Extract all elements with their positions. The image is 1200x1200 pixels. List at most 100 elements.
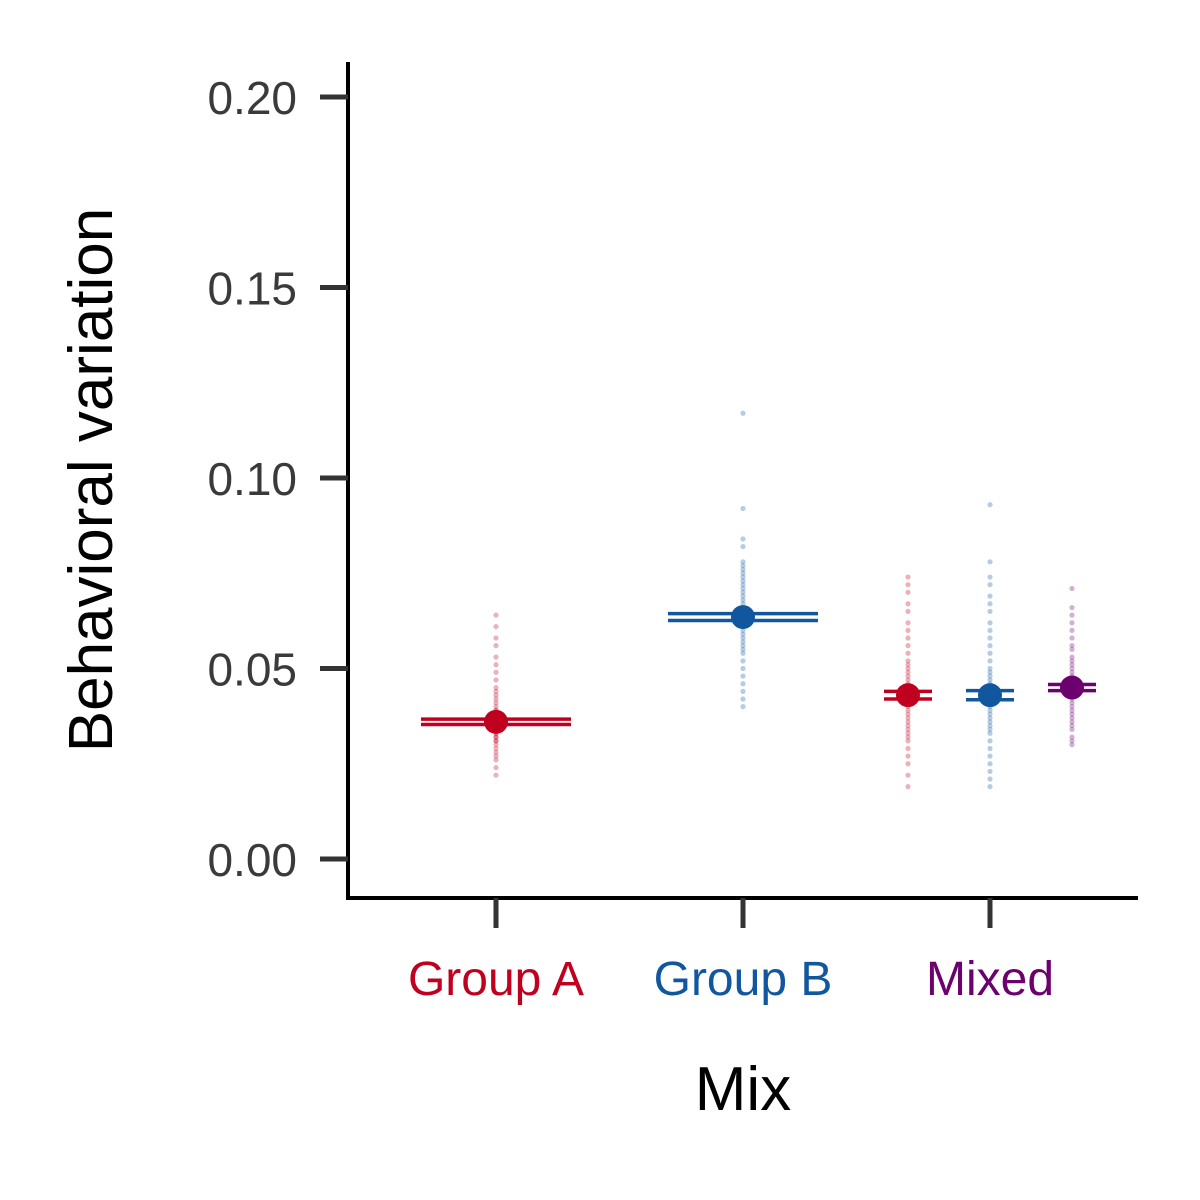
data-point bbox=[905, 601, 911, 607]
data-point bbox=[905, 635, 911, 641]
data-point bbox=[493, 738, 499, 744]
points-layer bbox=[493, 410, 1075, 790]
mean-point bbox=[731, 605, 755, 630]
data-point bbox=[740, 410, 746, 416]
data-point bbox=[493, 623, 499, 630]
data-point bbox=[987, 730, 993, 736]
data-point bbox=[1069, 654, 1075, 660]
data-point bbox=[905, 707, 911, 714]
data-point bbox=[493, 738, 499, 744]
data-point bbox=[905, 658, 911, 664]
data-point bbox=[905, 745, 911, 752]
data-point bbox=[987, 745, 993, 752]
data-point bbox=[987, 559, 993, 565]
data-point bbox=[740, 665, 746, 672]
data-point bbox=[740, 536, 746, 542]
data-point bbox=[1069, 585, 1075, 592]
data-point bbox=[905, 726, 911, 733]
data-point bbox=[905, 669, 911, 675]
data-point bbox=[740, 658, 746, 664]
data-point bbox=[1069, 738, 1075, 744]
data-point bbox=[740, 543, 746, 550]
data-point bbox=[905, 677, 911, 683]
data-point bbox=[987, 776, 993, 782]
data-point bbox=[740, 582, 746, 588]
data-point bbox=[493, 684, 499, 691]
data-point bbox=[905, 719, 911, 725]
data-point bbox=[987, 593, 993, 599]
data-point bbox=[1069, 635, 1075, 641]
data-point bbox=[905, 734, 911, 740]
data-point bbox=[740, 563, 746, 569]
data-point bbox=[493, 749, 499, 755]
data-point bbox=[740, 589, 746, 595]
data-point bbox=[740, 643, 746, 649]
data-point bbox=[1069, 719, 1075, 725]
data-point bbox=[740, 696, 746, 702]
data-point bbox=[740, 631, 746, 637]
y-tick-label: 0.20 bbox=[207, 72, 297, 124]
data-point bbox=[740, 578, 746, 584]
data-point bbox=[905, 738, 911, 744]
data-point bbox=[987, 753, 993, 759]
data-point bbox=[905, 715, 911, 721]
data-point bbox=[987, 620, 993, 626]
data-point bbox=[1069, 646, 1075, 653]
data-point bbox=[740, 627, 746, 634]
data-point bbox=[987, 665, 993, 672]
data-point bbox=[1069, 723, 1075, 729]
data-point bbox=[905, 723, 911, 729]
data-point bbox=[1069, 643, 1075, 649]
x-tick-label: Group B bbox=[654, 953, 833, 1006]
data-point bbox=[740, 704, 746, 710]
data-point bbox=[987, 643, 993, 649]
mean-point bbox=[484, 709, 508, 734]
mean-point bbox=[896, 683, 920, 708]
summary-layer bbox=[421, 605, 1096, 734]
data-point bbox=[987, 574, 993, 580]
data-point bbox=[987, 719, 993, 725]
data-point bbox=[905, 730, 911, 736]
data-point bbox=[987, 582, 993, 588]
data-point bbox=[905, 761, 911, 767]
data-point bbox=[740, 639, 746, 645]
data-point bbox=[493, 643, 499, 649]
data-point bbox=[1069, 604, 1075, 611]
data-point bbox=[987, 768, 993, 774]
data-point bbox=[987, 601, 993, 607]
data-point bbox=[740, 559, 746, 565]
data-point bbox=[740, 597, 746, 603]
data-point bbox=[987, 502, 993, 508]
data-point bbox=[1069, 627, 1075, 634]
data-point bbox=[493, 700, 499, 706]
data-point bbox=[905, 627, 911, 634]
data-point bbox=[905, 574, 911, 580]
data-point bbox=[493, 688, 499, 694]
y-ticks: 0.00 0.05 0.10 0.15 0.20 bbox=[207, 72, 348, 886]
data-point bbox=[905, 665, 911, 672]
data-point bbox=[1069, 704, 1075, 710]
data-point bbox=[905, 650, 911, 656]
data-point bbox=[1069, 734, 1075, 740]
data-point bbox=[1069, 669, 1075, 675]
y-tick-label: 0.10 bbox=[207, 453, 297, 505]
x-ticks: Group A Group B Mixed bbox=[408, 898, 1054, 1006]
data-point bbox=[493, 757, 499, 763]
data-point bbox=[740, 650, 746, 656]
data-point bbox=[493, 692, 499, 698]
data-point bbox=[493, 654, 499, 660]
data-point bbox=[987, 627, 993, 634]
data-point bbox=[987, 635, 993, 641]
data-point bbox=[493, 677, 499, 683]
data-point bbox=[1069, 620, 1075, 626]
data-point bbox=[740, 566, 746, 573]
data-point bbox=[987, 738, 993, 744]
data-point bbox=[905, 620, 911, 626]
data-point bbox=[740, 601, 746, 607]
data-point bbox=[1069, 612, 1075, 618]
y-tick-label: 0.05 bbox=[207, 644, 297, 696]
data-point bbox=[493, 612, 499, 618]
data-point bbox=[987, 723, 993, 729]
data-point bbox=[987, 673, 993, 679]
